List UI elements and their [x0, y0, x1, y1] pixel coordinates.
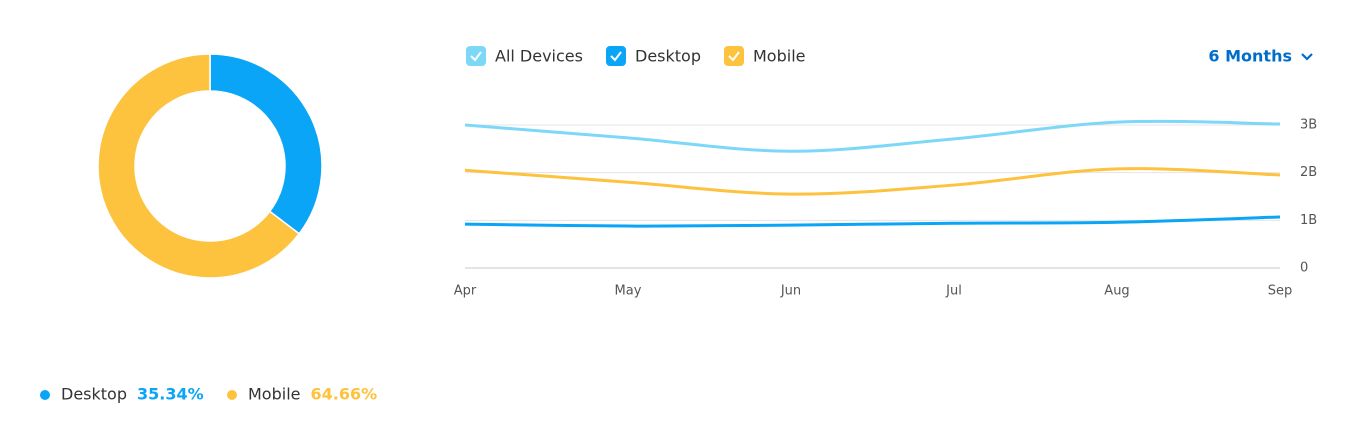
legend-checkbox[interactable]	[606, 46, 626, 66]
legend-label[interactable]: Mobile	[753, 47, 805, 66]
x-tick-label: May	[615, 284, 642, 299]
x-tick-label: Aug	[1104, 284, 1129, 299]
legend-label: Mobile	[248, 385, 300, 404]
legend-item[interactable]: Mobile	[724, 46, 805, 66]
series-line	[464, 167, 1281, 196]
chevron[interactable]	[1301, 53, 1313, 61]
x-tick-label: Sep	[1268, 284, 1293, 299]
legend-checkbox[interactable]	[466, 46, 486, 66]
period-label[interactable]: 6 Months	[1208, 47, 1292, 66]
period-select[interactable]: 6 Months	[1208, 47, 1313, 66]
legend-label: Desktop	[61, 385, 127, 404]
series-line	[464, 215, 1281, 228]
legend-dot	[40, 390, 50, 400]
checkmark[interactable]	[728, 51, 740, 62]
legend-value: 35.34%	[137, 385, 204, 404]
x-tick-label: Jun	[780, 284, 801, 299]
legend-item[interactable]: All Devices	[466, 46, 583, 66]
y-tick-label: 2B	[1300, 165, 1317, 180]
x-tick-label: Jul	[945, 284, 962, 299]
checkmark[interactable]	[470, 51, 482, 62]
legend-item[interactable]: Desktop	[606, 46, 701, 66]
x-tick-label: Apr	[454, 284, 477, 299]
legend-label[interactable]: Desktop	[635, 47, 701, 66]
legend-value: 64.66%	[310, 385, 377, 404]
series-line	[464, 119, 1281, 153]
y-tick-label: 3B	[1300, 118, 1317, 133]
y-tick-label: 0	[1300, 261, 1308, 276]
legend-checkbox[interactable]	[724, 46, 744, 66]
donut-slice	[97, 53, 301, 279]
legend-label[interactable]: All Devices	[495, 47, 583, 66]
legend-dot	[227, 390, 237, 400]
y-tick-label: 1B	[1300, 213, 1317, 228]
donut-slice	[209, 53, 323, 235]
checkmark[interactable]	[610, 51, 622, 62]
